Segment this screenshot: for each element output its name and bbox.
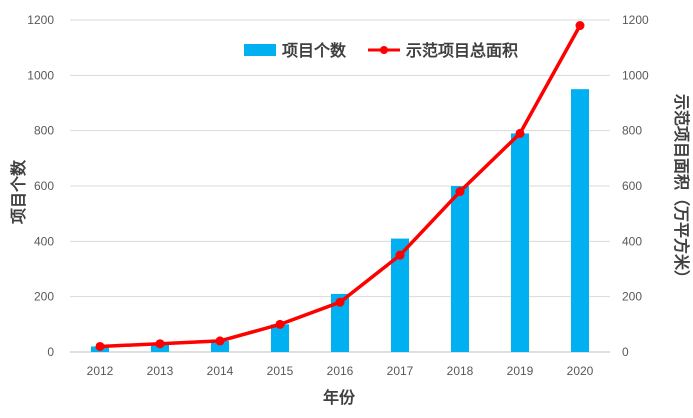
- line-point-2020: [575, 21, 585, 31]
- right-tick-label: 400: [622, 234, 642, 248]
- legend-bar-label: 项目个数: [282, 41, 347, 60]
- bar-2018: [451, 186, 469, 352]
- left-tick-label: 1000: [27, 68, 54, 82]
- right-tick-label: 200: [622, 290, 642, 304]
- line-point-2014: [215, 336, 225, 346]
- line-point-2018: [455, 187, 465, 197]
- x-tick-label: 2013: [147, 364, 174, 378]
- line-series: [95, 21, 585, 351]
- bar-series: [91, 89, 589, 353]
- legend: 项目个数 示范项目总面积: [244, 41, 518, 60]
- x-tick-label: 2014: [207, 364, 234, 378]
- x-tick-label: 2018: [447, 364, 474, 378]
- left-tick-label: 1200: [27, 13, 54, 27]
- bar-2017: [391, 238, 409, 352]
- x-tick-label: 2015: [267, 364, 294, 378]
- x-axis-title: 年份: [323, 388, 356, 407]
- bar-2015: [271, 324, 289, 352]
- x-tick-label: 2012: [87, 364, 114, 378]
- x-tick-label: 2020: [567, 364, 594, 378]
- line-point-2019: [515, 128, 525, 138]
- x-tick-label: 2017: [387, 364, 414, 378]
- left-tick-label: 200: [34, 290, 54, 304]
- gridlines: [70, 19, 610, 353]
- left-tick-label: 600: [34, 179, 54, 193]
- bar-2014: [211, 340, 229, 352]
- line-point-2016: [335, 297, 345, 307]
- right-tick-label: 600: [622, 179, 642, 193]
- left-axis-ticks: 0 200 400 600 800 1000 1200: [27, 13, 54, 359]
- x-tick-label: 2016: [327, 364, 354, 378]
- x-tick-label: 2019: [507, 364, 534, 378]
- legend-line-label: 示范项目总面积: [406, 41, 518, 60]
- right-tick-label: 800: [622, 124, 642, 138]
- right-tick-label: 1200: [622, 13, 649, 27]
- bar-2019: [511, 133, 529, 352]
- line-point-2012: [95, 341, 105, 351]
- left-axis-title: 项目个数: [9, 159, 28, 224]
- right-tick-label: 1000: [622, 68, 649, 82]
- bar-2020: [571, 89, 589, 353]
- x-axis-ticks: 2012 2013 2014 2015 2016 2017 2018 2019 2020: [87, 364, 594, 378]
- legend-line-marker: [380, 46, 388, 54]
- left-tick-label: 0: [47, 345, 54, 359]
- right-axis-ticks: 0 200 400 600 800 1000 1200: [622, 13, 649, 359]
- right-axis-title: 示范项目面积（万平方米）: [672, 94, 691, 286]
- line-point-2015: [275, 319, 285, 329]
- legend-bar-swatch: [244, 44, 276, 56]
- bar-2016: [331, 293, 349, 352]
- right-tick-label: 0: [622, 345, 629, 359]
- line-point-2017: [395, 250, 405, 260]
- line-point-2013: [155, 339, 165, 349]
- left-tick-label: 800: [34, 124, 54, 138]
- left-tick-label: 400: [34, 234, 54, 248]
